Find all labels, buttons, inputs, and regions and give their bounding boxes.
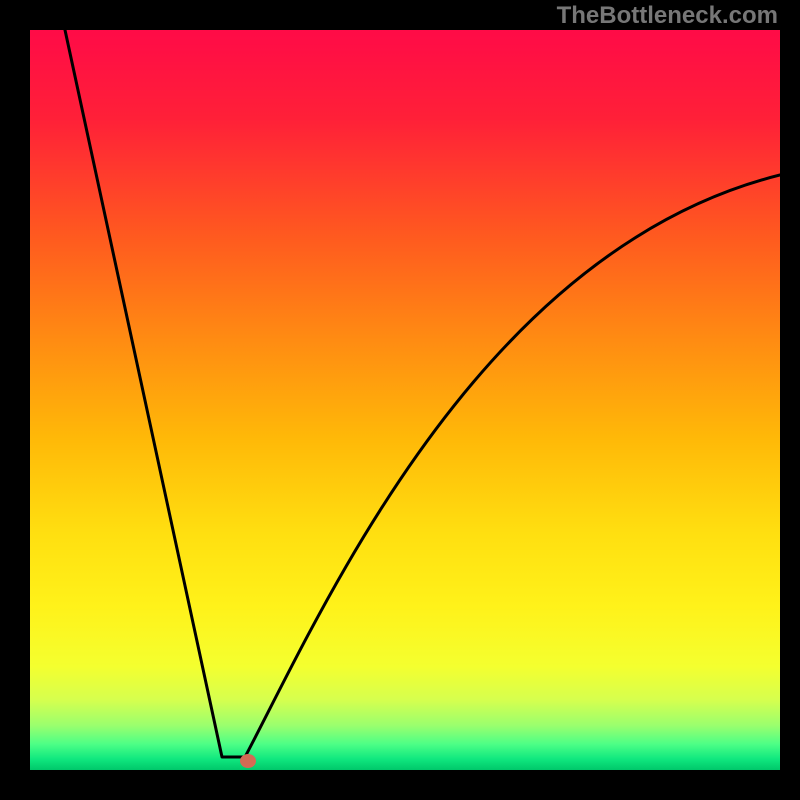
watermark-text: TheBottleneck.com <box>557 2 778 30</box>
bottleneck-curve-svg <box>30 30 780 770</box>
optimum-marker <box>240 754 256 768</box>
bottleneck-curve <box>65 30 780 757</box>
plot-area <box>30 30 780 770</box>
